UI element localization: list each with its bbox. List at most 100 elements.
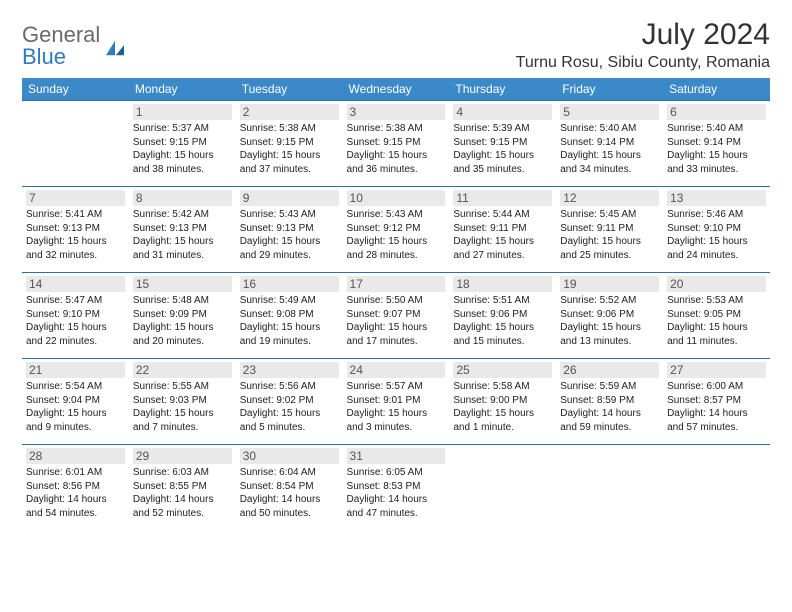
calendar-day-cell: 9Sunrise: 5:43 AMSunset: 9:13 PMDaylight… xyxy=(236,187,343,273)
calendar-day-cell: 1 Sunrise: 5:37 AMSunset: 9:15 PMDaylight… xyxy=(129,101,236,187)
day-number: 15 xyxy=(133,276,232,292)
day-number: 6 xyxy=(667,104,766,120)
day-number: 11 xyxy=(453,190,552,206)
day-number: 5 xyxy=(560,104,659,120)
day-number: 30 xyxy=(240,448,339,464)
calendar-day-cell: 11 Sunrise: 5:44 AMSunset: 9:11 PMDayligh… xyxy=(449,187,556,273)
calendar-day-cell: 26Sunrise: 5:59 AMSunset: 8:59 PMDayligh… xyxy=(556,359,663,445)
calendar-day-cell: 27Sunrise: 6:00 AMSunset: 8:57 PMDayligh… xyxy=(663,359,770,445)
calendar-week-row: 21Sunrise: 5:54 AMSunset: 9:04 PMDayligh… xyxy=(22,359,770,445)
day-number: 4 xyxy=(453,104,552,120)
day-number: 19 xyxy=(560,276,659,292)
calendar-empty-cell xyxy=(22,101,129,187)
day-info: Sunrise: 5:51 AMSunset: 9:06 PMDaylight:… xyxy=(453,294,552,348)
location: Turnu Rosu, Sibiu County, Romania xyxy=(516,54,770,72)
calendar-week-row: 1 Sunrise: 5:37 AMSunset: 9:15 PMDaylight… xyxy=(22,101,770,187)
day-number: 14 xyxy=(26,276,125,292)
calendar-empty-cell xyxy=(449,445,556,531)
calendar-day-cell: 22Sunrise: 5:55 AMSunset: 9:03 PMDayligh… xyxy=(129,359,236,445)
calendar-week-row: 28 Sunrise: 6:01 AMSunset: 8:56 PMDayligh… xyxy=(22,445,770,531)
calendar-week-row: 7Sunrise: 5:41 AMSunset: 9:13 PMDaylight… xyxy=(22,187,770,273)
day-number: 2 xyxy=(240,104,339,120)
logo-word2: Blue xyxy=(22,44,66,69)
calendar-day-cell: 18 Sunrise: 5:51 AMSunset: 9:06 PMDayligh… xyxy=(449,273,556,359)
weekday-header: Saturday xyxy=(663,78,770,101)
calendar-day-cell: 7Sunrise: 5:41 AMSunset: 9:13 PMDaylight… xyxy=(22,187,129,273)
calendar-day-cell: 15 Sunrise: 5:48 AMSunset: 9:09 PMDayligh… xyxy=(129,273,236,359)
day-info: Sunrise: 6:04 AMSunset: 8:54 PMDaylight:… xyxy=(240,466,339,520)
calendar-day-cell: 21Sunrise: 5:54 AMSunset: 9:04 PMDayligh… xyxy=(22,359,129,445)
day-info: Sunrise: 5:49 AMSunset: 9:08 PMDaylight:… xyxy=(240,294,339,348)
day-info: Sunrise: 5:40 AMSunset: 9:14 PMDaylight:… xyxy=(667,122,766,176)
calendar-table: SundayMondayTuesdayWednesdayThursdayFrid… xyxy=(22,78,770,531)
day-info: Sunrise: 5:48 AMSunset: 9:09 PMDaylight:… xyxy=(133,294,232,348)
month-title: July 2024 xyxy=(516,18,770,52)
day-number: 31 xyxy=(347,448,446,464)
day-number: 17 xyxy=(347,276,446,292)
day-number: 16 xyxy=(240,276,339,292)
logo-text: General Blue xyxy=(22,24,100,68)
day-info: Sunrise: 5:37 AMSunset: 9:15 PMDaylight:… xyxy=(133,122,232,176)
day-info: Sunrise: 5:52 AMSunset: 9:06 PMDaylight:… xyxy=(560,294,659,348)
calendar-day-cell: 6 Sunrise: 5:40 AMSunset: 9:14 PMDaylight… xyxy=(663,101,770,187)
day-info: Sunrise: 6:05 AMSunset: 8:53 PMDaylight:… xyxy=(347,466,446,520)
day-info: Sunrise: 5:38 AMSunset: 9:15 PMDaylight:… xyxy=(347,122,446,176)
calendar-day-cell: 31 Sunrise: 6:05 AMSunset: 8:53 PMDayligh… xyxy=(343,445,450,531)
logo-sail-icon xyxy=(104,39,126,57)
day-number: 24 xyxy=(347,362,446,378)
calendar-day-cell: 2 Sunrise: 5:38 AMSunset: 9:15 PMDaylight… xyxy=(236,101,343,187)
calendar-day-cell: 19 Sunrise: 5:52 AMSunset: 9:06 PMDayligh… xyxy=(556,273,663,359)
calendar-day-cell: 29 Sunrise: 6:03 AMSunset: 8:55 PMDayligh… xyxy=(129,445,236,531)
day-info: Sunrise: 5:44 AMSunset: 9:11 PMDaylight:… xyxy=(453,208,552,262)
day-number: 12 xyxy=(560,190,659,206)
day-info: Sunrise: 5:43 AMSunset: 9:13 PMDaylight:… xyxy=(240,208,339,262)
calendar-day-cell: 8 Sunrise: 5:42 AMSunset: 9:13 PMDaylight… xyxy=(129,187,236,273)
day-number: 29 xyxy=(133,448,232,464)
day-info: Sunrise: 6:00 AMSunset: 8:57 PMDaylight:… xyxy=(667,380,766,434)
calendar-day-cell: 28 Sunrise: 6:01 AMSunset: 8:56 PMDayligh… xyxy=(22,445,129,531)
day-info: Sunrise: 5:39 AMSunset: 9:15 PMDaylight:… xyxy=(453,122,552,176)
calendar-day-cell: 10 Sunrise: 5:43 AMSunset: 9:12 PMDayligh… xyxy=(343,187,450,273)
calendar-day-cell: 16 Sunrise: 5:49 AMSunset: 9:08 PMDayligh… xyxy=(236,273,343,359)
calendar-day-cell: 20 Sunrise: 5:53 AMSunset: 9:05 PMDayligh… xyxy=(663,273,770,359)
day-number: 13 xyxy=(667,190,766,206)
calendar-day-cell: 25 Sunrise: 5:58 AMSunset: 9:00 PMDayligh… xyxy=(449,359,556,445)
weekday-header-row: SundayMondayTuesdayWednesdayThursdayFrid… xyxy=(22,78,770,101)
calendar-day-cell: 23Sunrise: 5:56 AMSunset: 9:02 PMDayligh… xyxy=(236,359,343,445)
calendar-day-cell: 4 Sunrise: 5:39 AMSunset: 9:15 PMDaylight… xyxy=(449,101,556,187)
calendar-empty-cell xyxy=(663,445,770,531)
day-number: 1 xyxy=(133,104,232,120)
weekday-header: Friday xyxy=(556,78,663,101)
calendar-day-cell: 5Sunrise: 5:40 AMSunset: 9:14 PMDaylight… xyxy=(556,101,663,187)
calendar-day-cell: 24 Sunrise: 5:57 AMSunset: 9:01 PMDayligh… xyxy=(343,359,450,445)
day-info: Sunrise: 6:03 AMSunset: 8:55 PMDaylight:… xyxy=(133,466,232,520)
day-info: Sunrise: 6:01 AMSunset: 8:56 PMDaylight:… xyxy=(26,466,125,520)
day-number: 25 xyxy=(453,362,552,378)
day-info: Sunrise: 5:38 AMSunset: 9:15 PMDaylight:… xyxy=(240,122,339,176)
day-info: Sunrise: 5:53 AMSunset: 9:05 PMDaylight:… xyxy=(667,294,766,348)
calendar-day-cell: 13Sunrise: 5:46 AMSunset: 9:10 PMDayligh… xyxy=(663,187,770,273)
calendar-day-cell: 17 Sunrise: 5:50 AMSunset: 9:07 PMDayligh… xyxy=(343,273,450,359)
calendar-week-row: 14 Sunrise: 5:47 AMSunset: 9:10 PMDayligh… xyxy=(22,273,770,359)
day-info: Sunrise: 5:42 AMSunset: 9:13 PMDaylight:… xyxy=(133,208,232,262)
calendar-day-cell: 12Sunrise: 5:45 AMSunset: 9:11 PMDayligh… xyxy=(556,187,663,273)
calendar-day-cell: 3 Sunrise: 5:38 AMSunset: 9:15 PMDaylight… xyxy=(343,101,450,187)
day-number: 20 xyxy=(667,276,766,292)
logo: General Blue xyxy=(22,18,126,68)
day-number: 18 xyxy=(453,276,552,292)
day-number: 10 xyxy=(347,190,446,206)
day-info: Sunrise: 5:50 AMSunset: 9:07 PMDaylight:… xyxy=(347,294,446,348)
day-info: Sunrise: 5:47 AMSunset: 9:10 PMDaylight:… xyxy=(26,294,125,348)
weekday-header: Thursday xyxy=(449,78,556,101)
day-info: Sunrise: 5:58 AMSunset: 9:00 PMDaylight:… xyxy=(453,380,552,434)
calendar-day-cell: 30 Sunrise: 6:04 AMSunset: 8:54 PMDayligh… xyxy=(236,445,343,531)
day-info: Sunrise: 5:56 AMSunset: 9:02 PMDaylight:… xyxy=(240,380,339,434)
day-info: Sunrise: 5:57 AMSunset: 9:01 PMDaylight:… xyxy=(347,380,446,434)
weekday-header: Monday xyxy=(129,78,236,101)
calendar-day-cell: 14 Sunrise: 5:47 AMSunset: 9:10 PMDayligh… xyxy=(22,273,129,359)
day-info: Sunrise: 5:43 AMSunset: 9:12 PMDaylight:… xyxy=(347,208,446,262)
day-number: 3 xyxy=(347,104,446,120)
day-info: Sunrise: 5:54 AMSunset: 9:04 PMDaylight:… xyxy=(26,380,125,434)
day-number: 28 xyxy=(26,448,125,464)
day-number: 8 xyxy=(133,190,232,206)
